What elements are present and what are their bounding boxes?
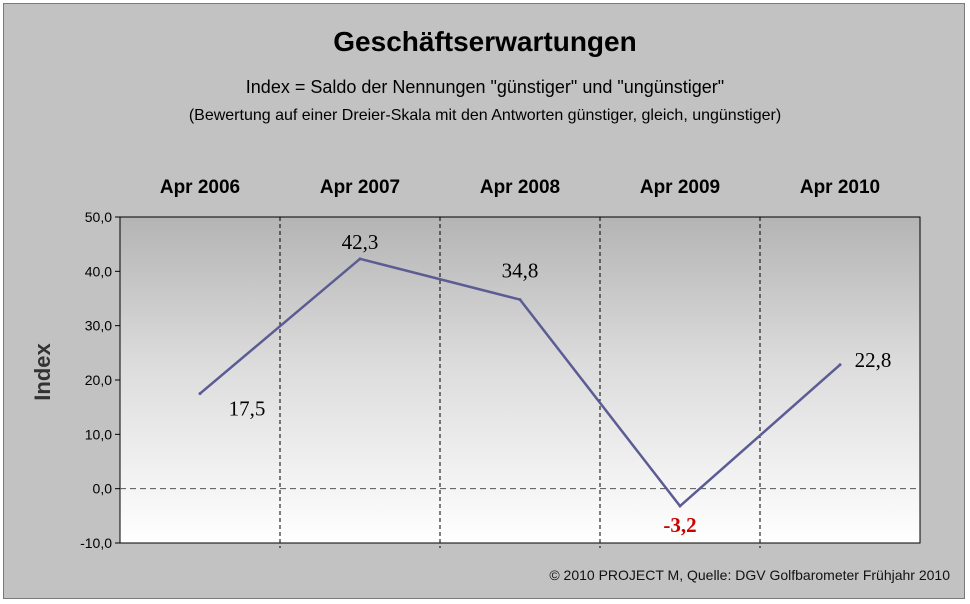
y-tick-label: -10,0 [80, 535, 112, 551]
data-label: 22,8 [855, 348, 892, 372]
y-tick-label: 20,0 [85, 372, 112, 388]
data-point [838, 363, 842, 367]
y-tick-label: 30,0 [85, 318, 112, 334]
y-tick-label: 10,0 [85, 426, 112, 442]
chart-note: (Bewertung auf einer Dreier-Skala mit de… [188, 107, 782, 124]
x-category-label: Apr 2007 [320, 177, 400, 198]
x-category-label: Apr 2009 [640, 177, 720, 198]
data-label: -3,2 [663, 513, 696, 537]
x-category-label: Apr 2010 [800, 177, 880, 198]
data-label: 42,3 [342, 230, 379, 254]
data-label: 34,8 [502, 259, 539, 283]
data-label: 17,5 [229, 397, 266, 421]
data-point [198, 392, 202, 396]
y-tick-label: 40,0 [85, 263, 112, 279]
y-tick-label: 0,0 [93, 481, 113, 497]
y-axis-label: Index [30, 343, 55, 401]
x-category-label: Apr 2008 [480, 177, 560, 198]
data-point [678, 504, 682, 508]
chart-subtitle: Index = Saldo der Nennungen "günstiger" … [245, 77, 725, 97]
source-credit: © 2010 PROJECT M, Quelle: DGV Golfbarome… [549, 567, 950, 583]
data-point [518, 298, 522, 302]
y-tick-label: 50,0 [85, 209, 112, 225]
x-category-label: Apr 2006 [160, 177, 240, 198]
data-point [358, 257, 362, 261]
chart-title: Geschäftserwartungen [333, 26, 637, 57]
